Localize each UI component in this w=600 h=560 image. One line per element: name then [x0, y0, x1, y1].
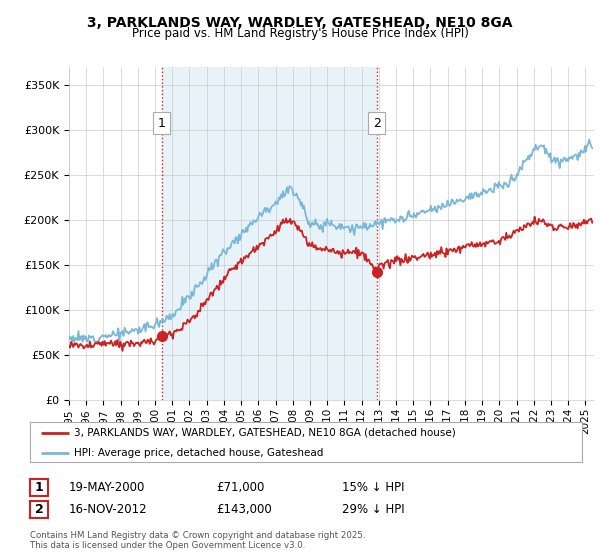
Bar	[161, 67, 377, 400]
Text: 1: 1	[35, 480, 43, 494]
Text: 3, PARKLANDS WAY, WARDLEY, GATESHEAD, NE10 8GA: 3, PARKLANDS WAY, WARDLEY, GATESHEAD, NE…	[87, 16, 513, 30]
Text: 19-MAY-2000: 19-MAY-2000	[69, 480, 145, 494]
Text: £71,000: £71,000	[216, 480, 265, 494]
Text: 2: 2	[373, 116, 381, 129]
Text: 2: 2	[35, 503, 43, 516]
Text: 16-NOV-2012: 16-NOV-2012	[69, 503, 148, 516]
Text: 3, PARKLANDS WAY, WARDLEY, GATESHEAD, NE10 8GA (detached house): 3, PARKLANDS WAY, WARDLEY, GATESHEAD, NE…	[74, 428, 456, 438]
Text: £143,000: £143,000	[216, 503, 272, 516]
Text: 15% ↓ HPI: 15% ↓ HPI	[342, 480, 404, 494]
Text: 29% ↓ HPI: 29% ↓ HPI	[342, 503, 404, 516]
Text: HPI: Average price, detached house, Gateshead: HPI: Average price, detached house, Gate…	[74, 448, 323, 458]
Text: Contains HM Land Registry data © Crown copyright and database right 2025.
This d: Contains HM Land Registry data © Crown c…	[30, 531, 365, 550]
Text: Price paid vs. HM Land Registry's House Price Index (HPI): Price paid vs. HM Land Registry's House …	[131, 27, 469, 40]
Text: 1: 1	[158, 116, 166, 129]
